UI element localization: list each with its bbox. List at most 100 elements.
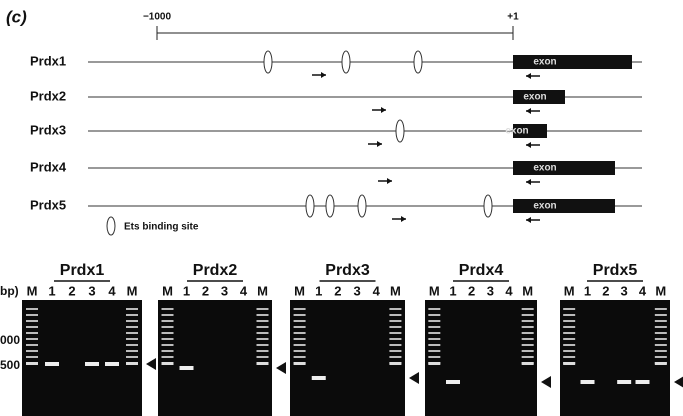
primer-arrowhead [526,73,531,79]
gene-name: Prdx1 [30,53,66,68]
ladder-band [126,362,138,365]
size-arrowhead [146,358,156,370]
ladder-band [522,308,534,310]
ets-site [342,51,350,73]
ladder-band [655,314,667,316]
ets-site [358,195,366,217]
lane-label: 2 [202,283,209,298]
exon-box [513,161,615,175]
ladder-band [563,314,575,316]
primer-arrowhead [377,141,382,147]
ladder-band [389,350,401,352]
ladder-band [257,344,269,346]
ladder-band [126,350,138,352]
gel-image [22,300,142,416]
ladder-band [162,308,174,310]
ladder-band [126,338,138,340]
ladder-band [655,332,667,334]
gel-image [425,300,537,416]
ladder-band [428,362,440,365]
ladder-band [389,344,401,346]
exon-box [513,199,615,213]
ladder-band [162,344,174,346]
ladder-band [294,344,306,346]
ladder-band [563,332,575,334]
ladder-band [26,362,38,365]
ladder-band [257,350,269,352]
ladder-band [522,344,534,346]
ladder-band [257,314,269,316]
ladder-band [428,308,440,310]
lane-label: M [429,283,440,298]
ladder-band [428,314,440,316]
ladder-band [257,320,269,322]
lane-label: M [564,283,575,298]
ladder-band [162,326,174,328]
exon-label: exon [533,57,556,68]
lane-label: M [390,283,401,298]
ladder-band [294,362,306,365]
ladder-band [389,308,401,310]
ladder-band [563,308,575,310]
ladder-band [257,332,269,334]
panel-label: (c) [6,7,27,26]
lane-label: 4 [240,283,248,298]
ladder-band [126,332,138,334]
ladder-band [257,308,269,310]
ladder-band [126,308,138,310]
ladder-band [522,314,534,316]
gene-name: Prdx2 [30,88,66,103]
size-arrowhead [409,372,419,384]
size-marker: 1000 [0,333,20,347]
primer-arrowhead [321,72,326,78]
ladder-band [655,344,667,346]
ladder-band [257,356,269,358]
ladder-band [162,338,174,340]
primer-arrowhead [381,107,386,113]
ladder-band [257,338,269,340]
lane-label: 1 [183,283,190,298]
ladder-band [26,308,38,310]
ladder-band [257,362,269,365]
scale-left: −1000 [143,12,172,23]
lane-label: 1 [48,283,55,298]
lane-label: M [257,283,268,298]
ladder-band [655,326,667,328]
lane-label: M [655,283,666,298]
ladder-band [294,356,306,358]
ladder-band [126,314,138,316]
gel-title: Prdx1 [60,262,105,279]
exon-label: exon [505,126,528,137]
ladder-band [655,350,667,352]
ladder-band [563,338,575,340]
ladder-band [26,338,38,340]
ladder-band [126,320,138,322]
ladder-band [389,356,401,358]
ladder-band [26,314,38,316]
ladder-band [522,338,534,340]
ladder-band [428,356,440,358]
pcr-band [312,376,326,380]
pcr-band [180,366,194,370]
ladder-band [294,332,306,334]
ladder-band [26,356,38,358]
legend-symbol [107,217,115,235]
ladder-band [26,326,38,328]
ladder-band [294,338,306,340]
ladder-band [522,332,534,334]
size-marker: 500 [0,358,20,372]
ets-site [396,120,404,142]
ladder-band [563,356,575,358]
exon-label: exon [533,163,556,174]
lane-label: 1 [449,283,456,298]
ladder-band [563,350,575,352]
exon-label: exon [523,92,546,103]
ladder-band [428,320,440,322]
size-arrowhead [674,376,683,388]
pcr-band [45,362,59,366]
ladder-band [655,308,667,310]
gel-title: Prdx4 [459,262,504,279]
ladder-band [655,320,667,322]
pcr-band [446,380,460,384]
lane-label: M [294,283,305,298]
